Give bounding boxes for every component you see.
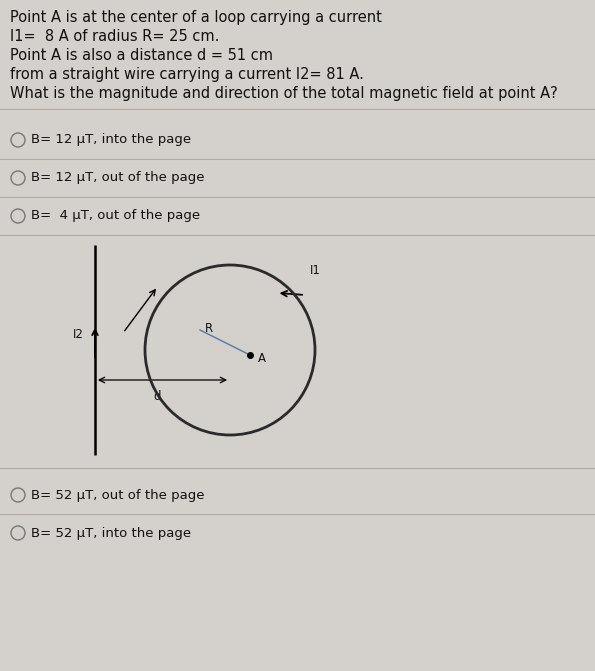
Text: I1: I1 — [310, 264, 321, 276]
Text: d: d — [154, 390, 161, 403]
Text: B= 12 μT, into the page: B= 12 μT, into the page — [31, 134, 191, 146]
Text: I2: I2 — [73, 328, 84, 342]
Text: A: A — [258, 352, 266, 365]
Text: I1=  8 A of radius R= 25 cm.: I1= 8 A of radius R= 25 cm. — [10, 29, 220, 44]
Text: B= 52 μT, out of the page: B= 52 μT, out of the page — [31, 488, 205, 501]
Text: What is the magnitude and direction of the total magnetic field at point A?: What is the magnitude and direction of t… — [10, 86, 558, 101]
Text: Point A is at the center of a loop carrying a current: Point A is at the center of a loop carry… — [10, 10, 382, 25]
Text: B= 52 μT, into the page: B= 52 μT, into the page — [31, 527, 191, 539]
Text: R: R — [205, 322, 213, 335]
Text: Point A is also a distance d = 51 cm: Point A is also a distance d = 51 cm — [10, 48, 273, 63]
Text: from a straight wire carrying a current I2= 81 A.: from a straight wire carrying a current … — [10, 67, 364, 82]
Text: B=  4 μT, out of the page: B= 4 μT, out of the page — [31, 209, 200, 223]
Text: B= 12 μT, out of the page: B= 12 μT, out of the page — [31, 172, 205, 185]
